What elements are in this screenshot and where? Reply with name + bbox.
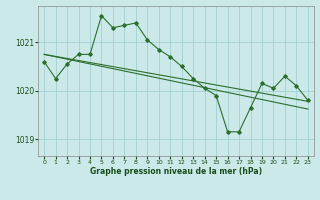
X-axis label: Graphe pression niveau de la mer (hPa): Graphe pression niveau de la mer (hPa): [90, 167, 262, 176]
